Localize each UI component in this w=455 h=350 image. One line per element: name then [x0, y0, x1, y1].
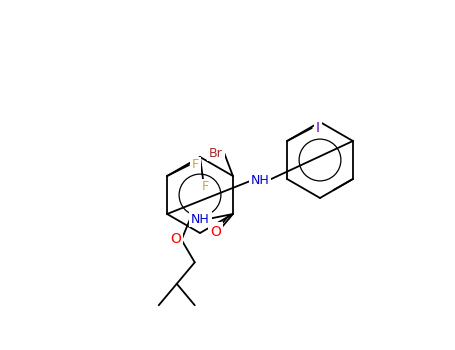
- Text: NH: NH: [191, 212, 210, 226]
- Text: F: F: [202, 181, 208, 194]
- Text: NH: NH: [251, 174, 269, 187]
- Text: F: F: [192, 159, 199, 172]
- Text: O: O: [170, 232, 181, 246]
- Text: I: I: [316, 121, 320, 135]
- Text: Br: Br: [209, 147, 223, 160]
- Text: O: O: [210, 224, 221, 238]
